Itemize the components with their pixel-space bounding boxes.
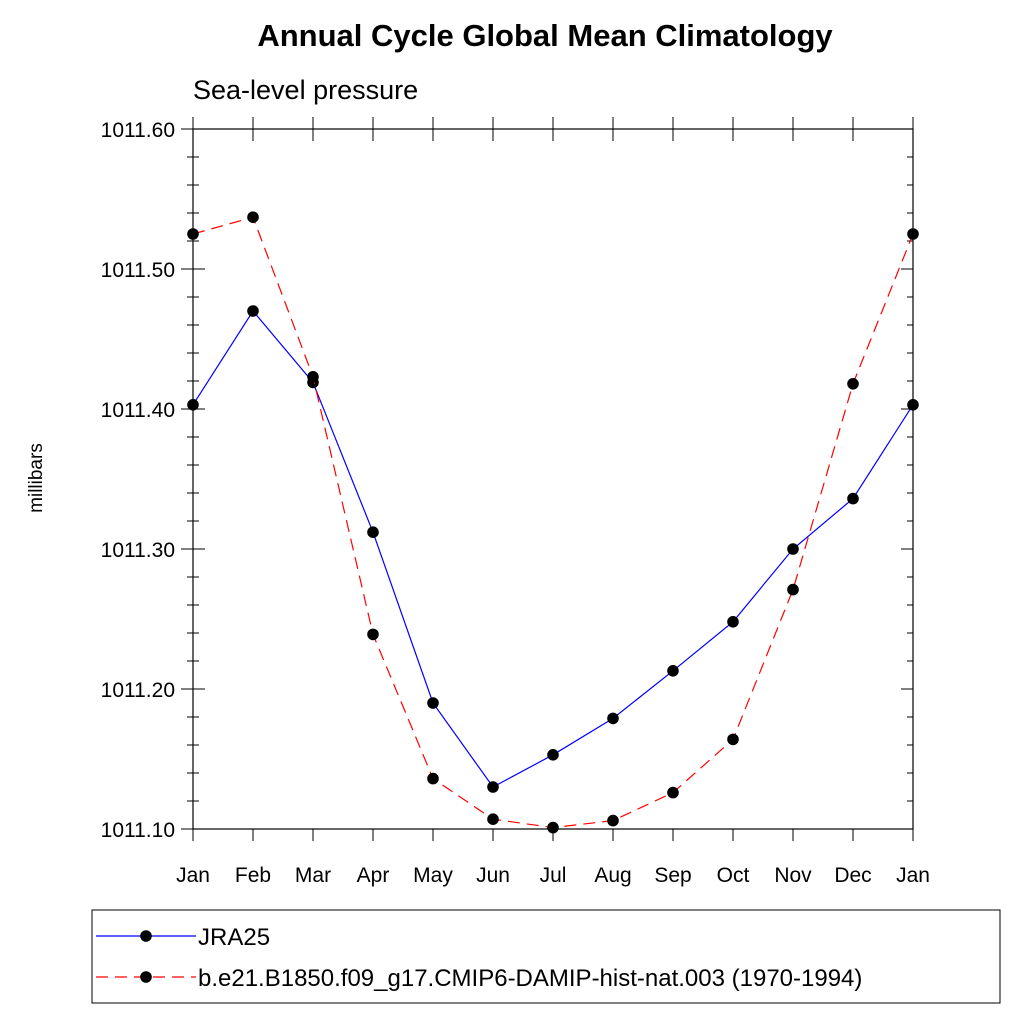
legend-box <box>91 909 1001 1004</box>
x-tick-label: May <box>413 864 453 887</box>
legend-label: JRA25 <box>198 924 270 951</box>
x-tick-label: Jan <box>176 864 210 887</box>
legend-marker <box>140 930 152 942</box>
data-point <box>547 749 559 761</box>
data-point <box>247 305 259 317</box>
y-tick-label: 1011.60 <box>101 119 175 142</box>
data-point <box>307 371 319 383</box>
data-point <box>787 583 799 596</box>
data-point <box>607 712 619 725</box>
series-line <box>192 216 914 829</box>
y-tick-label: 1011.20 <box>101 679 175 702</box>
data-point <box>487 813 499 825</box>
data-point <box>787 543 799 555</box>
y-axis-label: millibars <box>26 443 47 513</box>
data-point <box>427 772 439 785</box>
x-tick-label: Feb <box>235 864 271 887</box>
y-tick-label: 1011.30 <box>101 539 175 562</box>
data-point <box>367 628 379 641</box>
data-point <box>847 492 859 505</box>
x-tick-label: Jun <box>476 864 510 887</box>
data-point <box>427 697 439 709</box>
x-tick-label: Dec <box>834 864 871 887</box>
x-tick-label: Nov <box>774 864 812 887</box>
x-tick-label: Aug <box>594 864 631 887</box>
data-point <box>847 378 859 390</box>
plot-frame <box>192 128 914 830</box>
data-point <box>607 814 619 827</box>
chart-subtitle: Sea-level pressure <box>193 75 418 105</box>
x-tick-label: Mar <box>295 864 331 887</box>
series-1 <box>187 305 919 793</box>
data-point <box>487 781 499 793</box>
data-point <box>727 733 739 746</box>
x-tick-label: Sep <box>654 864 691 887</box>
axis-ticks: 1011.60 1011.50 1011.40 1011.30 1011.20 1011.… <box>101 117 930 887</box>
chart-title: Annual Cycle Global Mean Climatology <box>257 18 833 53</box>
y-tick-label: 1011.10 <box>101 819 175 842</box>
legend-label: b.e21.B1850.f09_g17.CMIP6-DAMIP-hist-nat… <box>198 965 862 992</box>
x-tick-label: Jan <box>896 864 930 887</box>
data-point <box>547 821 559 834</box>
x-tick-label: Oct <box>717 864 750 887</box>
legend: JRA25 b.e21.B1850.f09_g17.CMIP6-DAMIP-his… <box>91 909 1001 1004</box>
series-2 <box>187 211 919 834</box>
series-layer <box>187 211 919 834</box>
data-point <box>667 786 679 799</box>
y-tick-label: 1011.50 <box>101 259 175 282</box>
data-point <box>247 211 259 223</box>
x-tick-label: Apr <box>357 864 390 887</box>
y-tick-label: 1011.40 <box>101 399 175 422</box>
x-tick-label: Jul <box>540 864 567 887</box>
legend-marker <box>140 971 152 983</box>
data-point <box>667 665 679 677</box>
data-point <box>367 526 379 538</box>
data-point <box>727 616 739 628</box>
